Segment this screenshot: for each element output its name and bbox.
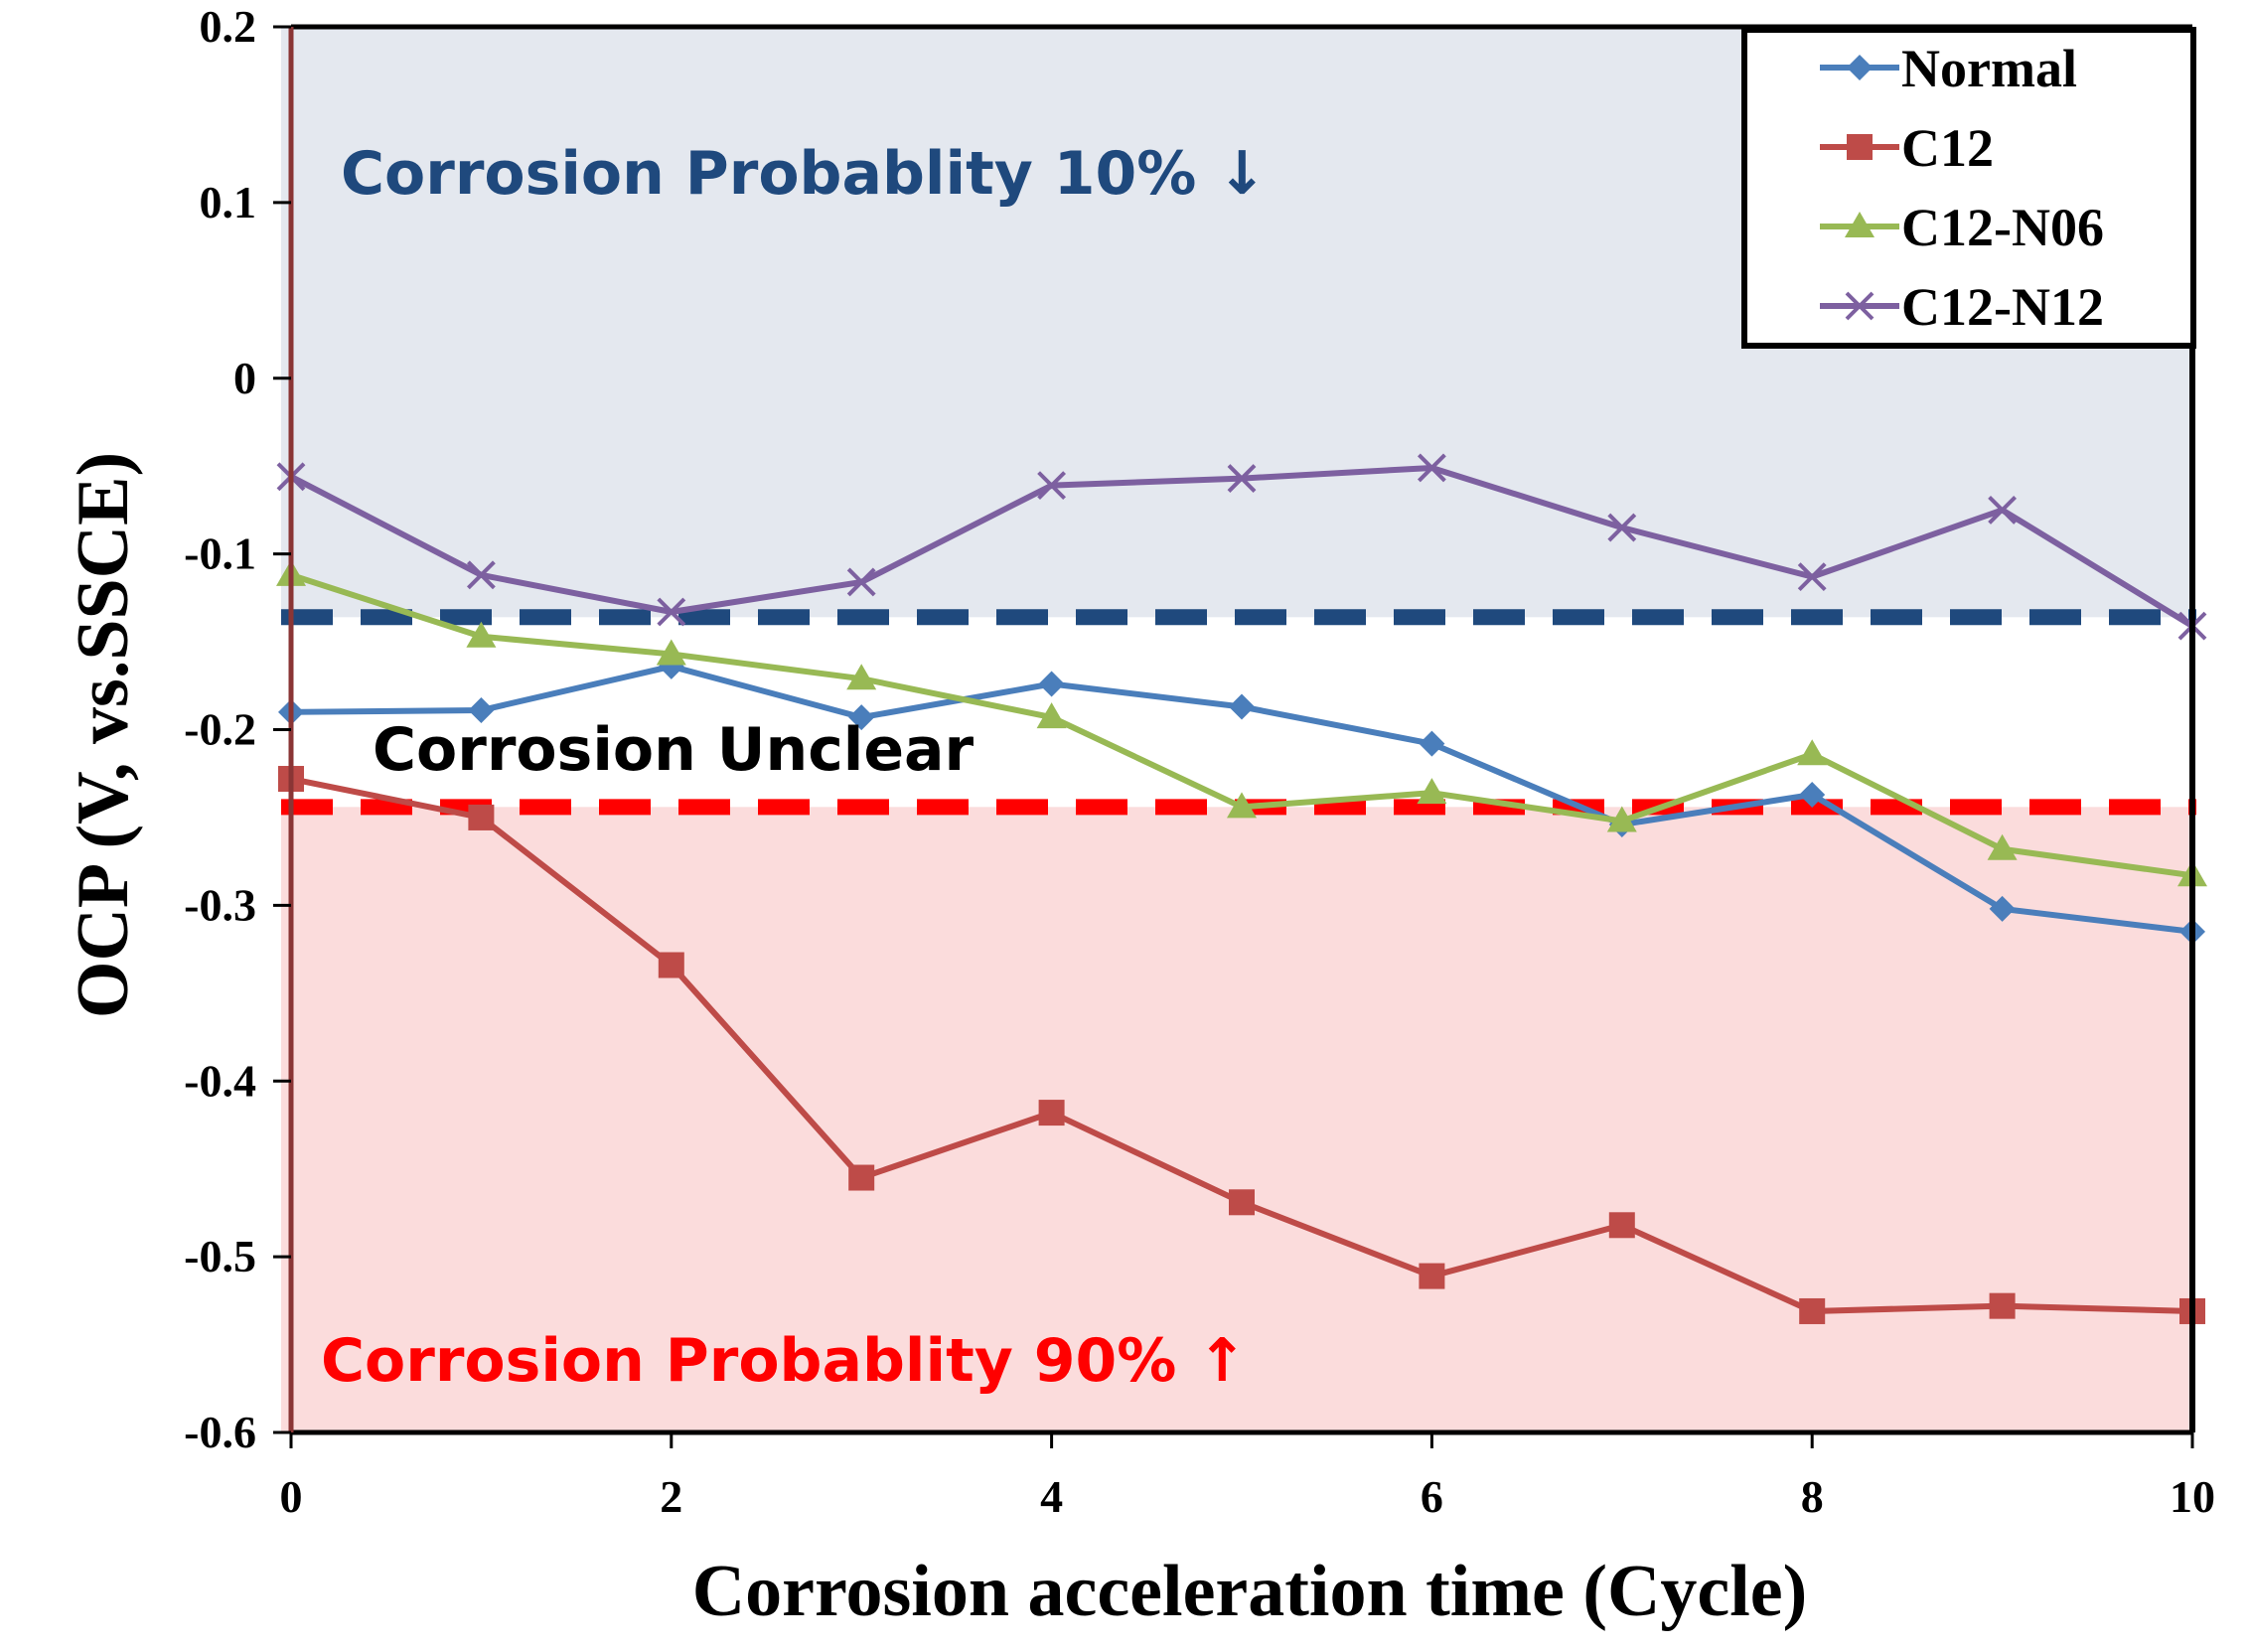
point-c12-n12-5 bbox=[1227, 464, 1257, 493]
y-tick-label-8: -0.6 bbox=[184, 1407, 256, 1457]
legend-label-c12-n06: C12-N06 bbox=[1901, 198, 2104, 257]
legend-items: Normal C12 C12-N06 C12-N12 bbox=[1820, 39, 2104, 337]
point-c12-n12-7-stroke-b bbox=[1607, 513, 1637, 542]
x-axis-title: Corrosion acceleration time (Cycle) bbox=[692, 1551, 1808, 1632]
y-tick-label-3: -0.1 bbox=[184, 528, 256, 579]
legend-marker-c12-n12-stroke-b bbox=[1845, 291, 1875, 321]
point-c12-n06-2 bbox=[656, 639, 686, 666]
legend-marker-c12 bbox=[1847, 134, 1873, 160]
point-normal-5 bbox=[1229, 693, 1255, 720]
y-tick-label-6: -0.4 bbox=[184, 1055, 256, 1106]
legend-label-c12-n12: C12-N12 bbox=[1901, 277, 2104, 337]
point-c12-n12-6-stroke-b bbox=[1417, 453, 1446, 483]
legend-label-normal: Normal bbox=[1901, 39, 2077, 98]
point-normal-9 bbox=[1989, 895, 2016, 922]
legend-marker-normal bbox=[1847, 55, 1873, 80]
y-tick-label-5: -0.3 bbox=[184, 879, 256, 930]
legend-box bbox=[1741, 27, 2196, 349]
legend-item-c12-n12: C12-N12 bbox=[1820, 277, 2104, 337]
point-c12-2 bbox=[658, 952, 684, 978]
lower-zone-label: Corrosion Probablity 90% ↑ bbox=[321, 1326, 1248, 1396]
legend-marker-c12-n12 bbox=[1845, 291, 1875, 321]
upper-zone-label: Corrosion Probablity 10% ↓ bbox=[341, 139, 1268, 209]
point-normal-3 bbox=[848, 704, 875, 731]
legend-item-normal: Normal bbox=[1820, 39, 2077, 98]
point-c12-5 bbox=[1229, 1189, 1255, 1216]
ticks-layer: 0.2 0.1 0 -0.1 -0.2 -0.3 -0.4 -0.5 -0.6 0 2 4 6 8 10 bbox=[184, 1, 2215, 1522]
legend-item-c12: C12 bbox=[1820, 118, 1994, 178]
point-c12-n12-4-stroke-b bbox=[1037, 471, 1067, 501]
point-c12-n12-8 bbox=[1797, 562, 1827, 592]
point-c12-n12-6 bbox=[1417, 453, 1446, 483]
point-c12-n12-2 bbox=[657, 597, 686, 627]
point-c12-n12-9-stroke-b bbox=[1988, 495, 2018, 525]
y-tick-label-1: 0.1 bbox=[200, 177, 257, 227]
point-c12-n06-4 bbox=[1036, 702, 1067, 729]
point-c12-9 bbox=[1989, 1292, 2016, 1319]
point-c12-6 bbox=[1419, 1263, 1445, 1289]
point-c12-n12-5-stroke-b bbox=[1227, 464, 1257, 493]
x-tick-label-0: 0 bbox=[280, 1471, 303, 1522]
x-tick-label-3: 6 bbox=[1421, 1471, 1443, 1522]
point-c12-n06-8 bbox=[1797, 739, 1828, 766]
y-tick-label-0: 0.2 bbox=[200, 1, 257, 52]
point-c12-n12-9 bbox=[1988, 495, 2018, 525]
point-c12-1 bbox=[468, 804, 495, 830]
point-c12-4 bbox=[1038, 1100, 1065, 1126]
point-normal-8 bbox=[1799, 781, 1826, 808]
x-tick-label-1: 2 bbox=[660, 1471, 682, 1522]
point-normal-1 bbox=[468, 697, 495, 724]
point-c12-n06-6 bbox=[1417, 778, 1447, 805]
legend-item-c12-n06: C12-N06 bbox=[1820, 198, 2104, 257]
series-layer bbox=[276, 453, 2207, 1324]
point-c12-7 bbox=[1608, 1212, 1635, 1239]
legend-marker-c12-n06 bbox=[1845, 212, 1875, 237]
point-c12-n06-9 bbox=[1987, 833, 2018, 860]
point-c12-n12-8-stroke-b bbox=[1797, 562, 1827, 592]
point-c12-n12-2-stroke-b bbox=[657, 597, 686, 627]
point-c12-n12-1 bbox=[466, 560, 496, 590]
legend: Normal C12 C12-N06 C12-N12 bbox=[1741, 27, 2196, 349]
point-normal-6 bbox=[1419, 730, 1445, 757]
middle-zone-label: Corrosion Unclear bbox=[373, 715, 975, 785]
point-c12-n06-3 bbox=[846, 664, 877, 690]
point-c12-n06-1 bbox=[466, 621, 497, 648]
point-c12-n06-7 bbox=[1606, 806, 1637, 832]
point-c12-n12-3 bbox=[846, 567, 876, 597]
point-c12-n06-5 bbox=[1227, 792, 1257, 819]
x-tick-label-4: 8 bbox=[1801, 1471, 1824, 1522]
point-normal-4 bbox=[1038, 671, 1065, 697]
legend-label-c12: C12 bbox=[1901, 118, 1994, 178]
y-tick-label-4: -0.2 bbox=[184, 704, 256, 755]
point-c12-n12-1-stroke-b bbox=[466, 560, 496, 590]
y-tick-label-2: 0 bbox=[233, 353, 256, 403]
x-tick-label-5: 10 bbox=[2170, 1471, 2215, 1522]
x-tick-label-2: 4 bbox=[1040, 1471, 1063, 1522]
point-c12-n12-3-stroke-b bbox=[846, 567, 876, 597]
point-c12-8 bbox=[1799, 1297, 1826, 1324]
point-c12-3 bbox=[848, 1164, 875, 1191]
series-normal bbox=[278, 653, 2205, 945]
point-c12-n12-7 bbox=[1607, 513, 1637, 542]
y-axis-title: OCP (V, vs.SSCE) bbox=[63, 452, 144, 1018]
y-tick-label-7: -0.5 bbox=[184, 1231, 256, 1281]
point-c12-n12-4 bbox=[1037, 471, 1067, 501]
